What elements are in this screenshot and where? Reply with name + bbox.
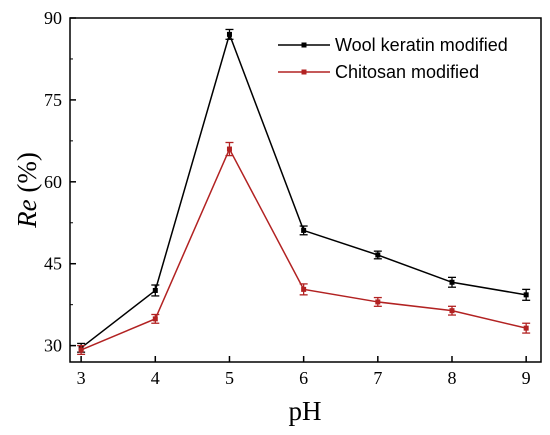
x-axis-title: pH [289,396,322,426]
legend-marker-chitosan [301,69,307,75]
data-point [152,316,158,322]
y-axis-title-unit: (%) [12,152,42,199]
data-point [523,292,529,298]
plot-frame [69,17,542,363]
y-tick-label: 30 [44,336,62,356]
y-tick-label: 75 [44,90,62,110]
x-tick-label: 6 [299,368,308,388]
data-point [152,287,158,293]
data-point [523,325,529,331]
series-line [80,147,527,351]
data-point [375,252,381,258]
data-point [226,146,232,152]
data-point [449,308,455,314]
x-tick-label: 4 [151,368,160,388]
x-tick-label: 5 [225,368,234,388]
data-point [226,31,232,37]
legend-entry-wool-keratin: Wool keratin modified [278,35,508,55]
legend-label-wool-keratin: Wool keratin modified [335,35,508,55]
legend: Wool keratin modified Chitosan modified [278,35,508,82]
y-tick-label: 90 [44,8,62,28]
data-point [78,347,84,353]
data-point [375,299,381,305]
legend-entry-chitosan: Chitosan modified [278,62,479,82]
x-tick-label: 7 [373,368,382,388]
y-tick-label: 45 [44,254,62,274]
series-0 [77,28,531,353]
legend-marker-wool-keratin [301,42,307,48]
y-axis-title-italic: Re [12,199,42,228]
data-point [301,286,307,292]
y-tick-label: 60 [44,172,62,192]
series-1 [77,141,531,356]
series-layer [77,28,531,356]
data-point [449,279,455,285]
data-point [301,227,307,233]
y-axis-title: Re (%) [12,152,42,229]
x-tick-label: 3 [77,368,86,388]
x-tick-label: 8 [447,368,456,388]
legend-label-chitosan: Chitosan modified [335,62,479,82]
x-tick-label: 9 [522,368,531,388]
